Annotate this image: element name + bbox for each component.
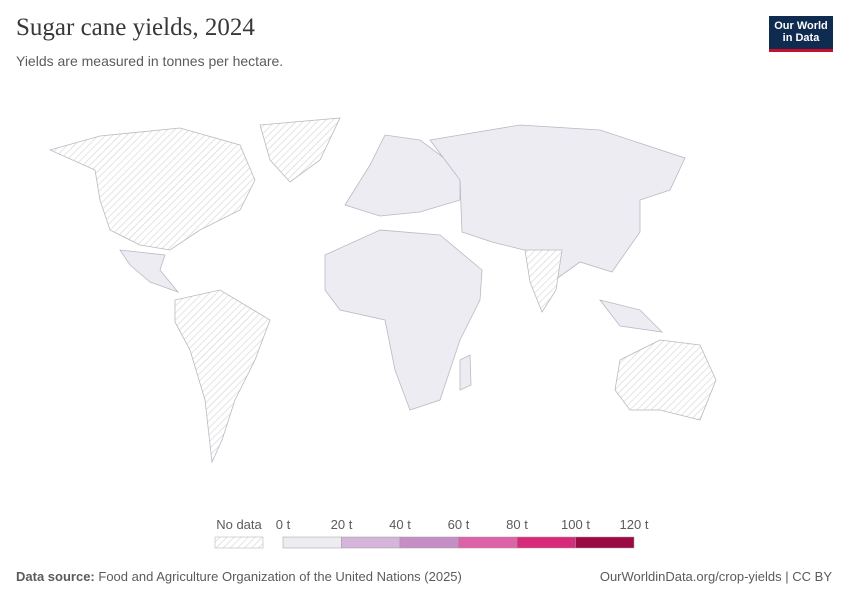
legend-tick-label: 40 t xyxy=(389,517,411,532)
southeast-asia[interactable] xyxy=(598,299,664,333)
legend-bin xyxy=(282,536,342,549)
legend-tick-label: 0 t xyxy=(276,517,291,532)
logo[interactable]: Our World in Data xyxy=(769,16,833,52)
legend-bin xyxy=(458,536,518,549)
legend-tick-label: 120 t xyxy=(620,517,649,532)
india[interactable] xyxy=(524,249,563,313)
legend: No data 0 t 20 t 40 t 60 t 80 t 100 t 120 t xyxy=(214,517,649,549)
source: Data source: Food and Agriculture Organi… xyxy=(16,569,462,584)
madagascar[interactable] xyxy=(459,354,472,391)
south-america[interactable] xyxy=(174,289,271,464)
africa[interactable] xyxy=(324,229,483,411)
logo-line: in Data xyxy=(782,32,820,44)
legend-tick-label: 60 t xyxy=(448,517,470,532)
legend-bin xyxy=(341,536,401,549)
legend-bin xyxy=(399,536,459,549)
legend-tick-label: 20 t xyxy=(331,517,353,532)
legend-bin xyxy=(516,536,576,549)
north-america[interactable] xyxy=(48,127,256,251)
australia[interactable] xyxy=(614,339,717,421)
source-text: Food and Agriculture Organization of the… xyxy=(98,569,462,584)
greenland[interactable] xyxy=(259,117,341,183)
subtitle: Yields are measured in tonnes per hectar… xyxy=(16,53,284,69)
legend-tick-label: 100 t xyxy=(561,517,590,532)
legend-label: No data xyxy=(216,517,262,532)
no-data-swatch xyxy=(214,536,264,549)
mexico[interactable] xyxy=(119,249,180,293)
source-label: Data source: xyxy=(16,569,95,584)
asia[interactable] xyxy=(429,124,686,283)
legend-tick-label: 80 t xyxy=(506,517,528,532)
logo-line: Our World xyxy=(774,20,828,32)
legend-bin xyxy=(575,536,635,549)
title: Sugar cane yields, 2024 xyxy=(16,14,255,41)
countries xyxy=(48,117,717,464)
url[interactable]: OurWorldinData.org/crop-yields | CC BY xyxy=(599,569,832,584)
